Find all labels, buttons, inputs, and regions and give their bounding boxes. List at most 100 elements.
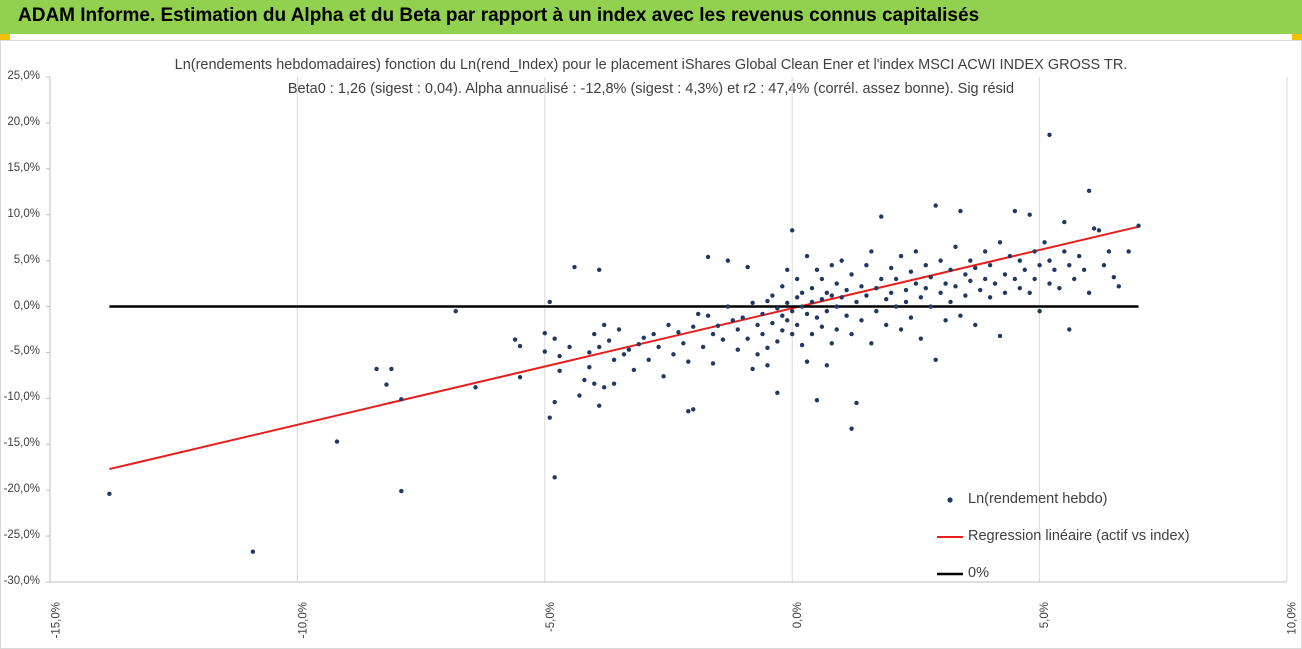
data-point — [844, 313, 849, 318]
data-point — [547, 415, 552, 420]
data-point — [601, 385, 607, 390]
data-point — [646, 357, 651, 362]
chart-title: Ln(rendements hebdomadaires) fonction du… — [174, 57, 1128, 73]
data-point — [597, 267, 602, 273]
y-tick-label: -15,0% — [3, 437, 40, 450]
data-point — [611, 381, 617, 386]
data-point — [903, 287, 909, 293]
data-point — [730, 318, 736, 323]
data-point — [720, 337, 726, 342]
data-point — [760, 311, 765, 317]
data-point — [775, 306, 780, 311]
data-point — [651, 331, 656, 337]
data-point — [814, 398, 820, 403]
page-title: ADAM Informe. Estimation du Alpha et du … — [18, 5, 980, 26]
y-tick-label: 25,0% — [7, 70, 40, 82]
data-point — [1032, 249, 1037, 254]
data-point — [765, 363, 770, 368]
x-tick-label: 5,0% — [1039, 602, 1052, 629]
data-point — [864, 263, 869, 268]
data-point — [780, 284, 785, 289]
data-point — [938, 258, 943, 263]
data-point — [888, 265, 894, 271]
series-lines — [109, 225, 1139, 471]
data-point — [839, 295, 844, 300]
data-point — [636, 341, 642, 347]
data-point — [923, 285, 928, 291]
data-point — [1062, 249, 1067, 254]
chart-subtitle: Beta0 : 1,26 (sigest : 0,04). Alpha annu… — [287, 81, 1015, 97]
data-point — [1086, 188, 1092, 194]
data-point — [794, 276, 800, 282]
data-point — [824, 290, 830, 295]
data-point — [918, 295, 924, 300]
x-tick-label: 0,0% — [792, 602, 805, 629]
data-point — [819, 276, 825, 282]
data-point — [1007, 253, 1013, 259]
data-point — [745, 336, 750, 341]
data-point — [973, 265, 978, 271]
data-point — [775, 390, 780, 396]
data-point — [869, 341, 874, 346]
data-point — [903, 299, 909, 305]
data-point — [809, 299, 815, 305]
data-point — [1052, 267, 1057, 273]
data-point — [814, 315, 820, 320]
data-point — [785, 267, 790, 273]
data-point — [597, 403, 602, 408]
data-point — [1022, 267, 1027, 273]
y-tick-label: 10,0% — [7, 207, 40, 220]
data-point — [874, 285, 879, 291]
legend-marker-0 — [947, 497, 953, 503]
data-point — [958, 313, 963, 318]
data-point — [552, 475, 557, 480]
data-point — [666, 322, 671, 328]
legend-label: 0% — [968, 565, 989, 581]
data-point — [898, 327, 904, 332]
data-point — [592, 331, 597, 337]
data-point — [611, 357, 617, 362]
data-point — [968, 278, 973, 284]
data-point — [834, 327, 839, 332]
x-tick-label: 10,0% — [1287, 602, 1299, 635]
data-point — [973, 322, 978, 328]
data-point — [879, 214, 884, 219]
data-point — [1116, 284, 1121, 289]
data-point — [577, 393, 582, 398]
data-point — [1072, 276, 1077, 282]
data-point — [725, 304, 731, 309]
data-point — [691, 407, 696, 412]
data-point — [621, 352, 627, 357]
legend-label: Regression linéaire (actif vs index) — [968, 528, 1190, 544]
data-point — [804, 359, 810, 364]
data-point — [849, 331, 854, 337]
data-point — [898, 253, 904, 259]
data-point — [473, 385, 478, 390]
data-point — [587, 364, 592, 370]
data-point — [1062, 219, 1067, 225]
data-point — [809, 331, 815, 337]
data-point — [750, 366, 755, 372]
data-point — [1067, 263, 1072, 268]
data-point — [1057, 285, 1062, 291]
data-point — [790, 331, 795, 337]
y-tick-label: -20,0% — [3, 483, 40, 496]
x-tick-label: -15,0% — [50, 602, 62, 639]
data-point — [512, 337, 518, 342]
data-point — [691, 324, 696, 329]
data-point — [839, 258, 844, 263]
data-point — [804, 311, 810, 317]
data-point — [1037, 308, 1042, 314]
data-point — [819, 324, 825, 329]
data-point — [913, 249, 919, 254]
data-point — [661, 374, 666, 379]
data-point — [958, 208, 963, 214]
data-point — [879, 276, 884, 282]
data-point — [399, 488, 404, 494]
data-point — [849, 272, 854, 277]
data-point — [913, 281, 919, 286]
data-point — [686, 409, 691, 414]
data-point — [814, 267, 820, 273]
data-point — [1091, 226, 1097, 231]
title-banner — [0, 0, 1302, 34]
